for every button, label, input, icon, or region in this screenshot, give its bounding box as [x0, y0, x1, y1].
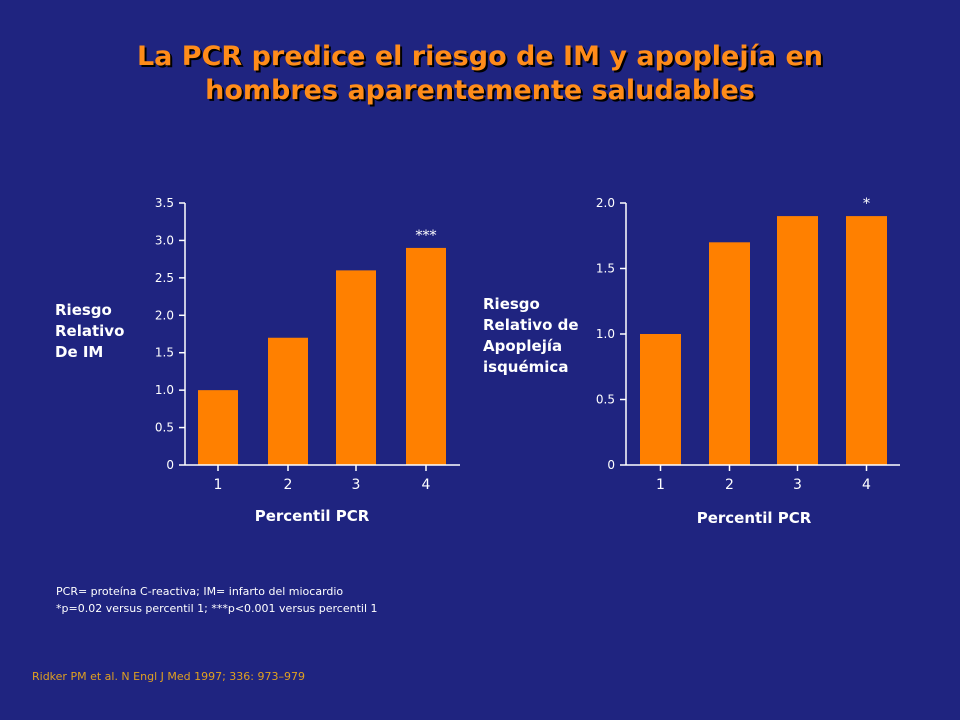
chart2-bar [777, 216, 818, 465]
chart2-ylabel: Riesgo Relativo de Apoplejía isquémica [483, 294, 579, 378]
chart1-y-tick-label: 1.5 [155, 346, 174, 360]
chart1-ylabel-line: Riesgo [55, 301, 112, 319]
slide-title-line-1: La PCR predice el riesgo de IM y apoplej… [136, 41, 824, 72]
chart1-x-tick-label: 3 [352, 477, 361, 493]
chart2-bar [640, 334, 681, 465]
chart1-x-tick-label: 1 [214, 477, 223, 493]
chart2-x-tick-label: 1 [656, 477, 665, 493]
slide-title: La PCR predice el riesgo de IM y apoplej… [0, 40, 960, 108]
chart2-x-tick-label: 2 [725, 477, 734, 493]
chart1-y-tick-label: 2.5 [155, 271, 174, 285]
chart1-ylabel-line: Relativo [55, 322, 125, 340]
chart2-xlabel: Percentil PCR [696, 509, 812, 527]
chart2-y-tick-label: 2.0 [596, 196, 615, 210]
chart2-ylabel-line: Apoplejía [483, 337, 563, 355]
chart2-y-tick-label: 0 [607, 458, 615, 472]
chart2-ylabel-line: Relativo de [483, 316, 579, 334]
chart1-y-tick-label: 3.0 [155, 233, 174, 247]
chart1-bar [406, 247, 446, 465]
chart1-bar [198, 390, 238, 465]
chart1-significance-label: *** [416, 228, 437, 244]
chart1-x-tick-label: 4 [422, 477, 431, 493]
chart2-x-tick-label: 3 [793, 477, 802, 493]
chart2-significance-label: * [863, 196, 870, 212]
chart1-y-tick-label: 2.0 [155, 308, 174, 322]
chart1-xlabel: Percentil PCR [254, 507, 370, 525]
reference-citation: Ridker PM et al. N Engl J Med 1997; 336:… [32, 670, 305, 683]
chart1-y-tick-label: 3.5 [155, 196, 174, 210]
chart2-y-tick-label: 0.5 [596, 393, 615, 407]
chart1-ylabel-line: De IM [55, 343, 104, 361]
chart2-ylabel-line: isquémica [483, 358, 569, 376]
footnote-line: *p=0.02 versus percentil 1; ***p<0.001 v… [56, 602, 378, 615]
chart1-bar [336, 270, 376, 465]
chart1-bar [268, 337, 308, 465]
footnote: PCR= proteína C-reactiva; IM= infarto de… [56, 583, 378, 617]
chart1-y-tick-label: 0.5 [155, 421, 174, 435]
chart2-y-tick-label: 1.0 [596, 327, 615, 341]
chart2-bar [846, 216, 887, 465]
chart1-ylabel: Riesgo Relativo De IM [55, 300, 124, 363]
chart2-bar [709, 242, 750, 465]
chart1-x-tick-label: 2 [284, 477, 293, 493]
slide-title-line-2: hombres aparentemente saludables [205, 75, 755, 106]
chart2-ylabel-line: Riesgo [483, 295, 540, 313]
chart2-y-tick-label: 1.5 [596, 262, 615, 276]
chart1-y-tick-label: 0 [166, 458, 174, 472]
footnote-line: PCR= proteína C-reactiva; IM= infarto de… [56, 585, 344, 598]
chart1-y-tick-label: 1.0 [155, 383, 174, 397]
chart2-x-tick-label: 4 [862, 477, 871, 493]
